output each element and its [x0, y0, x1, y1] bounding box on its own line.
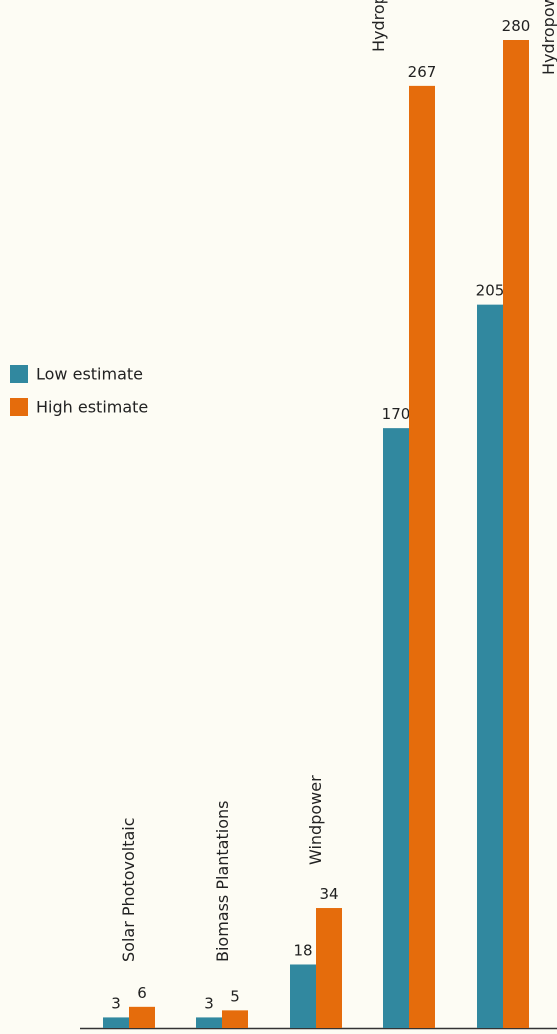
- bar: [383, 428, 409, 1029]
- bar: [409, 85, 435, 1028]
- bar: [196, 1017, 222, 1028]
- category-label: Hydropower Run-of-river: [369, 0, 388, 52]
- category-label: Biomass Plantations: [213, 801, 232, 962]
- value-label: 205: [476, 282, 505, 300]
- bar: [477, 304, 503, 1029]
- value-label: 34: [319, 885, 338, 903]
- value-label: 170: [382, 405, 411, 423]
- bar: [316, 908, 342, 1028]
- value-label: 267: [408, 63, 437, 81]
- category-label: Windpower: [306, 775, 325, 865]
- bar: [222, 1010, 248, 1028]
- category-label: Solar Photovoltaic: [119, 817, 138, 962]
- bar: [290, 964, 316, 1028]
- bar: [103, 1017, 129, 1028]
- value-label: 280: [502, 17, 531, 35]
- value-label: 3: [204, 994, 214, 1012]
- value-label: 3: [111, 994, 121, 1012]
- legend-label: Low estimate: [36, 365, 143, 384]
- bar: [503, 40, 529, 1028]
- legend-swatch: [10, 365, 28, 383]
- value-label: 5: [230, 987, 240, 1005]
- category-label: Hydropower with reservoir: [539, 0, 557, 75]
- value-label: 18: [293, 941, 312, 959]
- legend-label: High estimate: [36, 398, 148, 417]
- legend-swatch: [10, 398, 28, 416]
- value-label: 6: [137, 984, 147, 1002]
- bar: [129, 1006, 155, 1028]
